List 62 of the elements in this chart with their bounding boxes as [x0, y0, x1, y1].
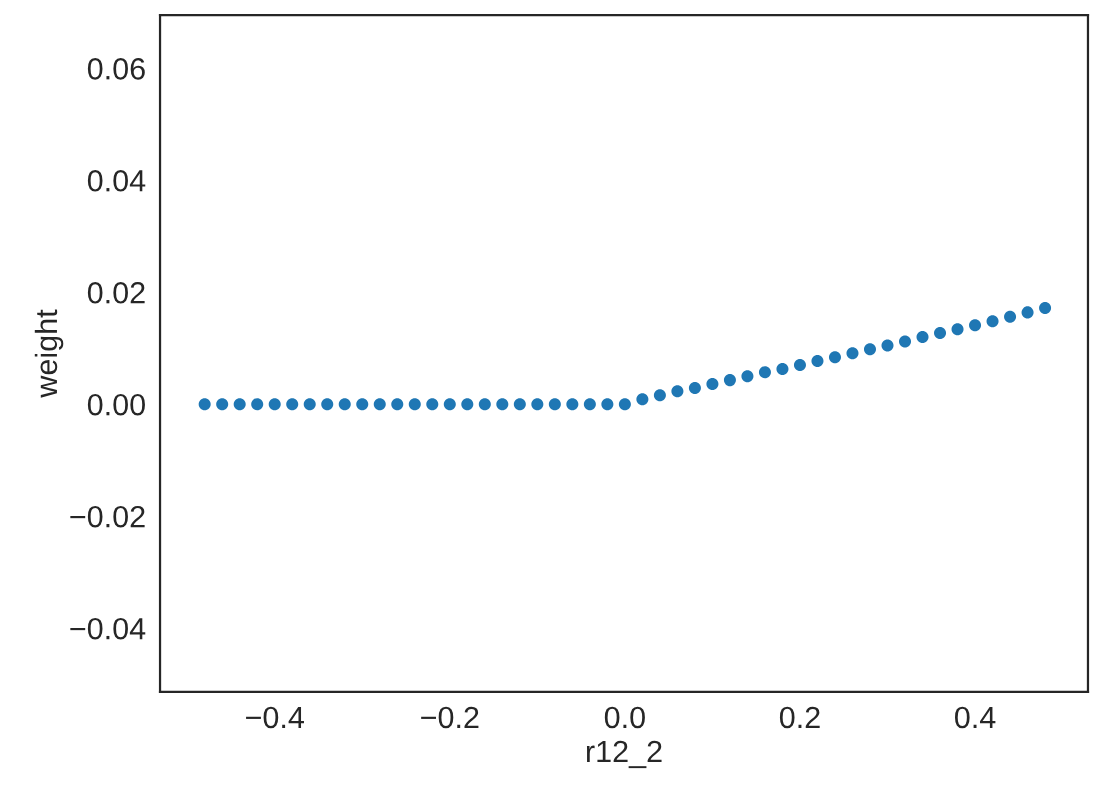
point	[811, 355, 824, 368]
point	[461, 398, 474, 411]
point	[513, 398, 526, 411]
point	[1004, 310, 1017, 323]
x-tick-label: 0.4	[955, 706, 996, 729]
point	[951, 323, 964, 336]
point	[268, 398, 281, 411]
point	[1039, 301, 1052, 314]
point	[881, 339, 894, 352]
point	[251, 398, 264, 411]
point	[863, 343, 877, 356]
point	[636, 393, 649, 406]
point	[566, 398, 579, 411]
point	[391, 398, 404, 411]
y-tick-label: 0.04	[87, 169, 146, 192]
x-tick-label: 0.0	[604, 706, 645, 729]
point	[601, 398, 614, 411]
y-axis-title: weight	[34, 309, 64, 398]
x-tick-label: −0.4	[246, 706, 304, 729]
point	[478, 398, 491, 411]
y-tick-label: 0.00	[87, 393, 145, 416]
point	[758, 366, 771, 379]
x-tick-label: −0.2	[421, 706, 479, 729]
point	[618, 398, 631, 411]
point	[303, 398, 316, 411]
point	[1021, 306, 1034, 319]
point	[408, 398, 421, 411]
y-tick-label: −0.02	[70, 505, 145, 528]
y-tick-label: −0.04	[70, 617, 146, 640]
point	[338, 398, 351, 411]
point	[723, 374, 736, 387]
point	[531, 398, 544, 411]
point	[969, 319, 982, 332]
point	[321, 398, 334, 411]
point	[776, 362, 789, 375]
point	[828, 351, 841, 364]
point	[198, 398, 211, 411]
point	[706, 378, 719, 391]
point	[548, 398, 561, 411]
point	[688, 381, 701, 394]
point	[899, 335, 912, 348]
point	[216, 398, 229, 411]
point	[741, 370, 754, 383]
point	[356, 398, 369, 411]
point	[846, 347, 859, 360]
point	[793, 358, 806, 372]
point	[583, 398, 596, 411]
point	[496, 398, 509, 411]
point	[653, 389, 666, 402]
y-tick-label: 0.06	[87, 58, 145, 80]
point	[671, 385, 684, 398]
point	[233, 398, 246, 411]
point	[986, 315, 999, 328]
point	[443, 398, 456, 411]
point	[426, 398, 439, 411]
x-tick-label: 0.2	[779, 706, 820, 729]
point	[934, 327, 947, 340]
x-axis-title: r12_2	[586, 740, 662, 769]
y-tick-label: 0.02	[87, 281, 145, 304]
point	[916, 331, 929, 344]
point	[286, 398, 299, 411]
point	[373, 398, 386, 411]
